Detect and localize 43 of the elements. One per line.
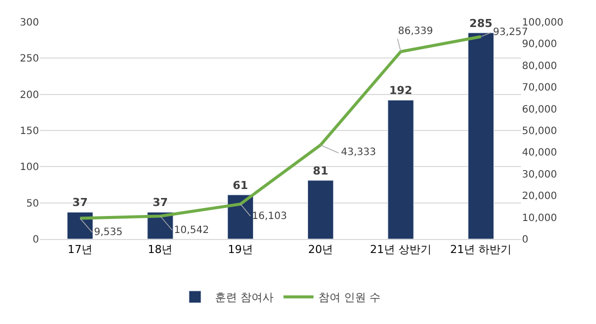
bar	[468, 32, 494, 239]
y2-tick-label: 70,000	[522, 82, 557, 94]
data-label: 81	[312, 164, 328, 178]
data-label: 86,339	[398, 26, 433, 37]
y2-tick-label: 60,000	[522, 104, 557, 116]
data-label: 37	[72, 196, 88, 210]
data-label: 10,542	[174, 225, 209, 236]
bar	[308, 180, 334, 239]
data-label: 192	[389, 84, 412, 98]
y2-tick-label: 10,000	[522, 212, 557, 224]
y-tick-label: 200	[20, 90, 39, 101]
y-tick-label: 300	[20, 18, 39, 28]
y2-tick-label: 40,000	[522, 148, 557, 159]
x-tick-label: 18년	[148, 243, 173, 256]
y2-tick-label: 100,000	[522, 18, 564, 28]
y2-tick-label: 20,000	[522, 191, 557, 202]
x-tick-label: 20년	[308, 243, 334, 256]
data-label: 16,103	[252, 211, 287, 222]
y-tick-label: 50	[26, 198, 39, 210]
y-tick-label: 150	[20, 126, 39, 137]
x-tick-label: 17년	[68, 243, 93, 256]
bar	[388, 100, 414, 239]
x-tick-label: 21년 하반기	[450, 243, 512, 256]
y2-tick-label: 0	[522, 234, 528, 246]
y-tick-label: 250	[20, 54, 39, 65]
data-label: 43,333	[341, 147, 376, 158]
bar	[67, 212, 94, 239]
y-tick-label: 100	[20, 162, 39, 174]
x-tick-label: 21년 상반기	[370, 243, 432, 256]
data-label: 285	[469, 16, 492, 30]
y2-tick-label: 50,000	[522, 126, 557, 137]
x-tick-label: 19년	[228, 243, 253, 256]
data-label: 37	[152, 196, 168, 210]
y2-tick-label: 30,000	[522, 169, 557, 180]
legend-label: 훈련 참여사	[215, 291, 274, 304]
data-label: 61	[232, 178, 248, 192]
y2-tick-label: 80,000	[522, 60, 557, 72]
legend-label: 참여 인원 수	[318, 291, 380, 304]
y-tick-label: 0	[32, 234, 39, 246]
bar	[227, 194, 254, 239]
data-label: 93,257	[493, 27, 528, 38]
y2-tick-label: 90,000	[522, 39, 557, 50]
data-label: 9,535	[94, 227, 123, 238]
